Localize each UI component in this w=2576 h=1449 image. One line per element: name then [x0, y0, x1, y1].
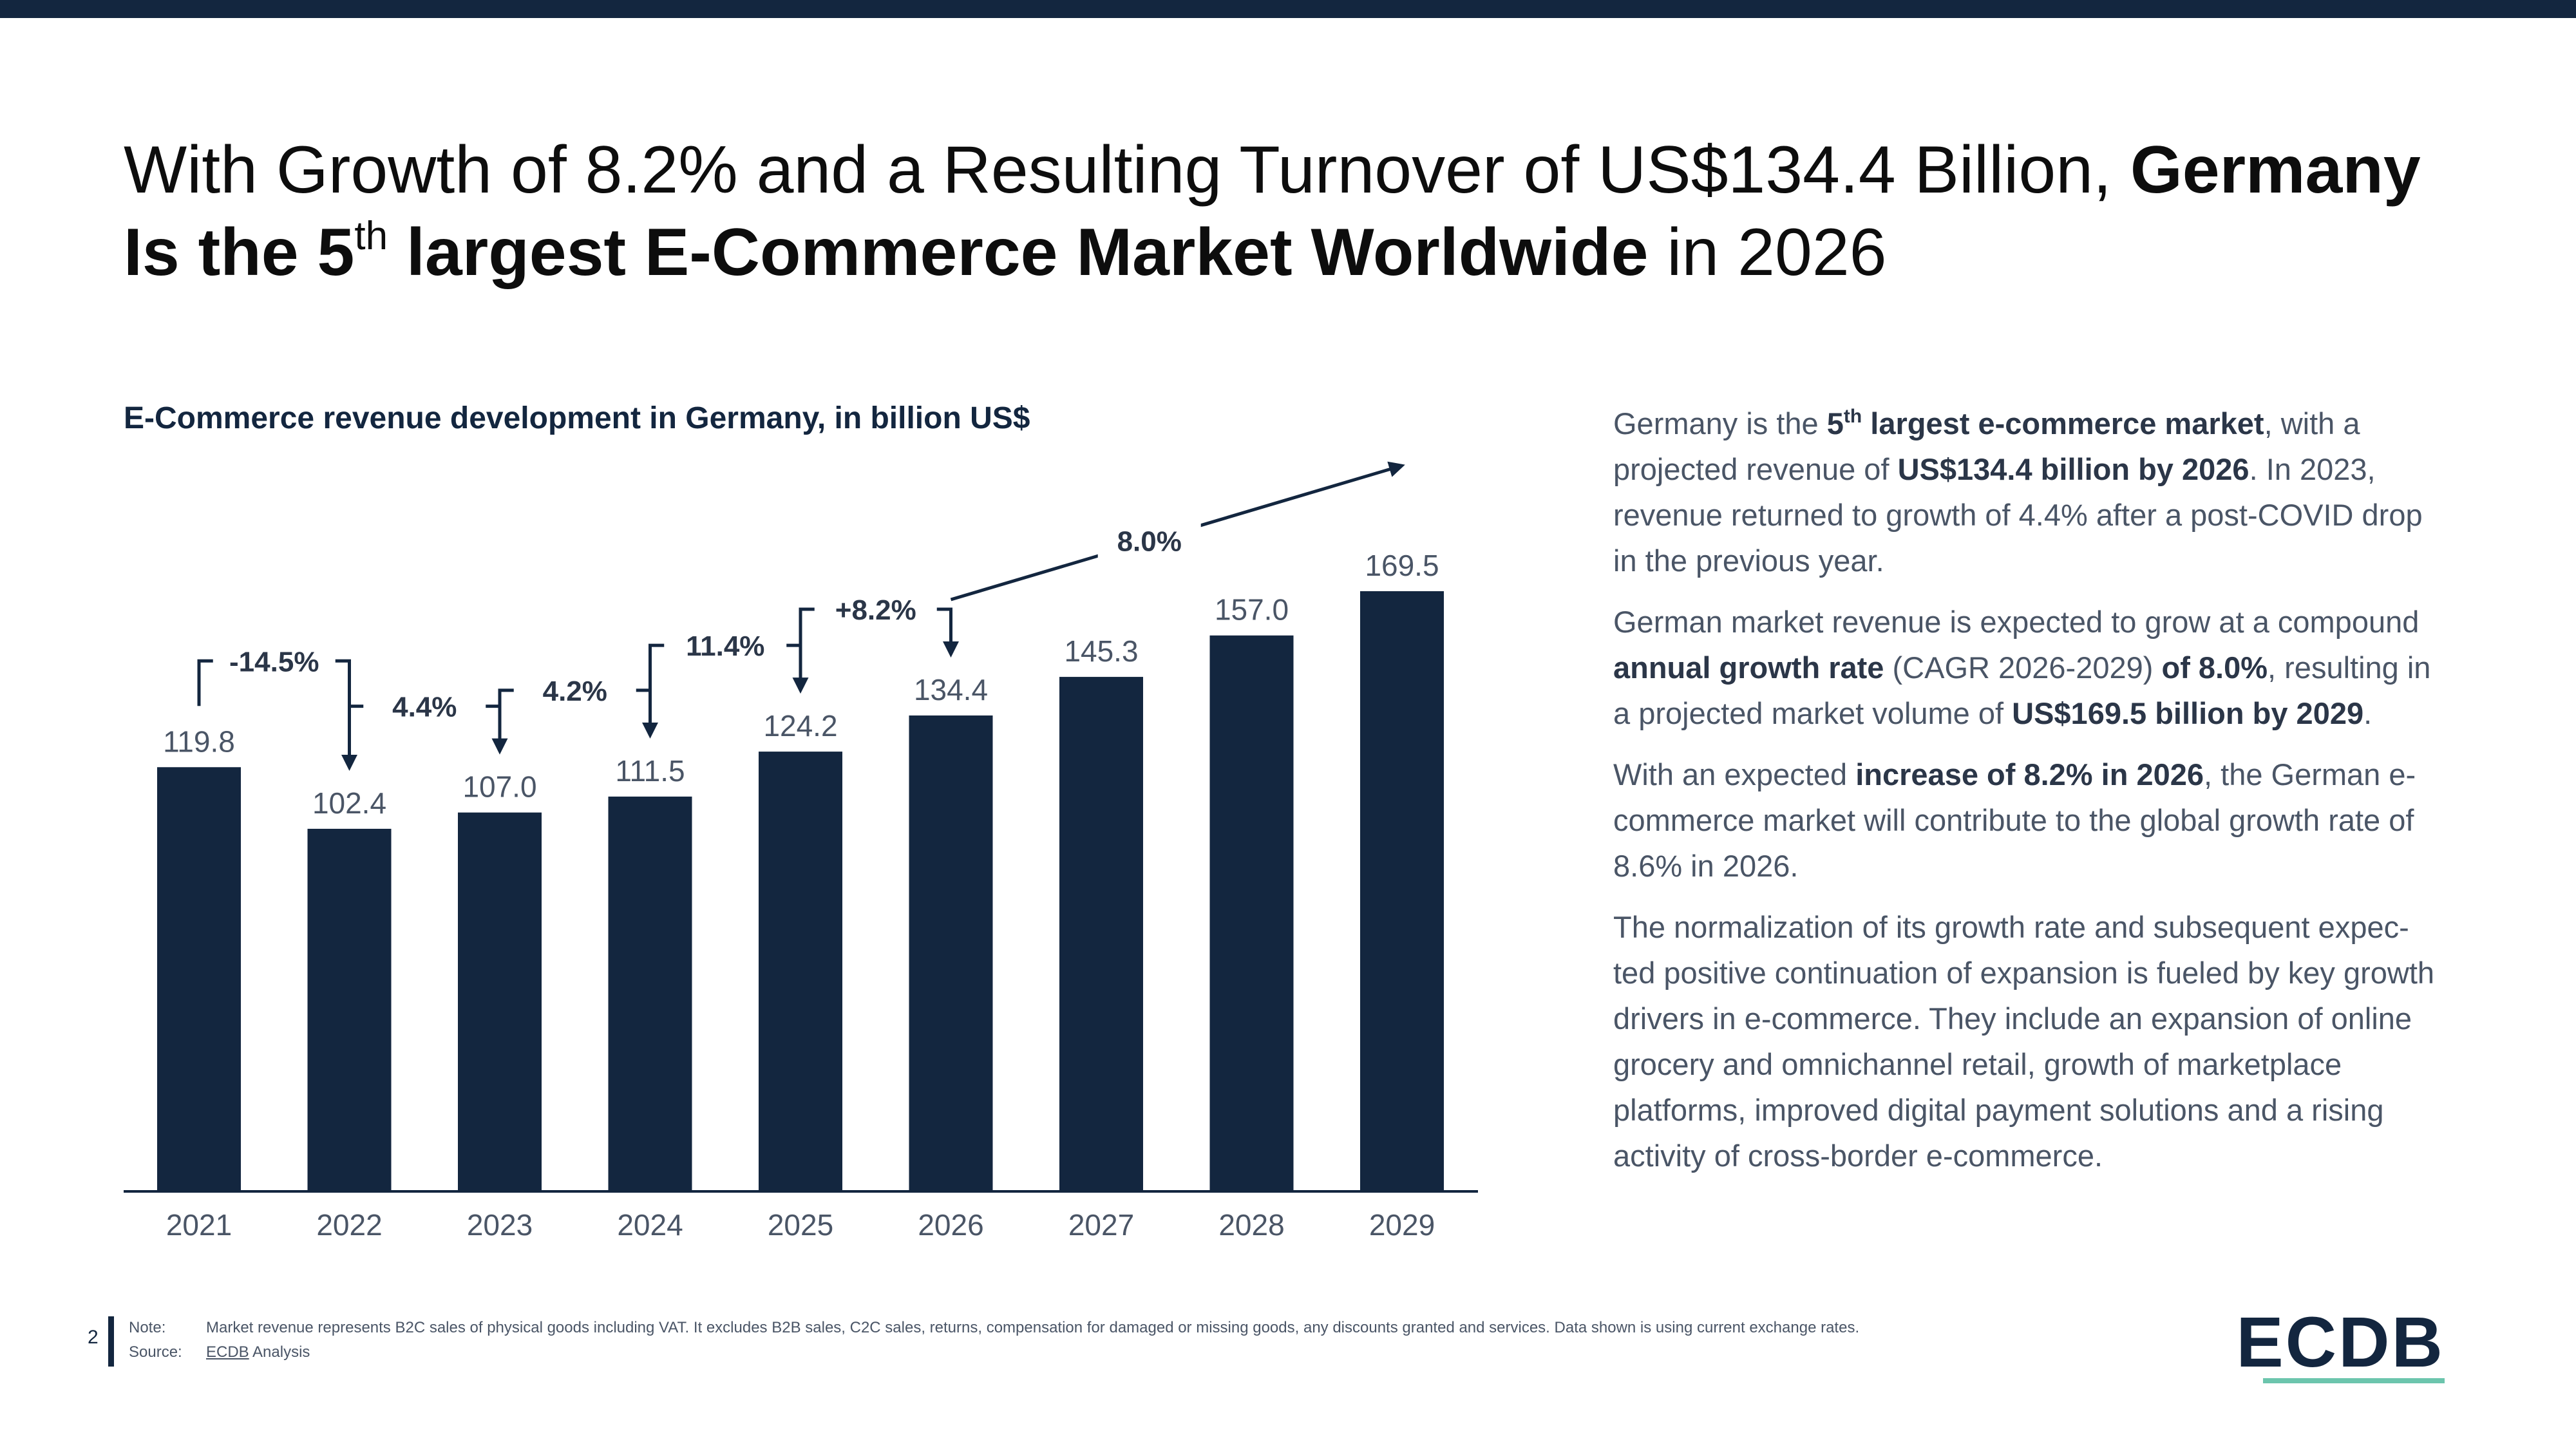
note-row: Note: Market revenue represents B2C sales…: [129, 1319, 1859, 1337]
commentary-run: .: [2363, 696, 2372, 730]
page-title: With Growth of 8.2% and a Resulting Turn…: [124, 129, 2481, 294]
bar-2026: [909, 715, 993, 1191]
commentary-paragraph-3: With an expected increase of 8.2% in 202…: [1613, 752, 2450, 889]
cagr-label: 8.0%: [1117, 526, 1182, 557]
chart-title: E-Commerce revenue development in German…: [124, 401, 1030, 435]
note-label: Note:: [129, 1319, 166, 1336]
commentary-run: annual growth rate: [1613, 650, 1884, 685]
top-accent-bar: [0, 0, 2576, 18]
growth-label-bg-2024: [513, 669, 636, 711]
x-tick-2023: 2023: [467, 1208, 533, 1242]
commentary-paragraph-1: Germany is the 5th largest e-commerce ma…: [1613, 401, 2450, 583]
value-label-2023: 107.0: [462, 770, 536, 804]
commentary-run: of 8.0%: [2161, 650, 2268, 685]
source-link[interactable]: ECDB: [206, 1343, 249, 1361]
bar-2022: [307, 828, 392, 1191]
commentary-run: US$134.4 billion by 2026: [1897, 452, 2249, 486]
growth-label-2023: 4.4%: [392, 692, 457, 723]
value-label-2025: 124.2: [763, 709, 837, 743]
commentary-run: (CAGR 2026-2029): [1884, 650, 2162, 685]
commentary-run: , with a projected revenue of: [1613, 406, 2360, 486]
commentary-run: The normalization of its growth rate and…: [1613, 910, 2435, 1173]
note-text: Market revenue represents B2C sales of p…: [206, 1319, 1860, 1336]
x-tick-2027: 2027: [1068, 1208, 1134, 1242]
bar-2029: [1360, 591, 1444, 1191]
logo-underline: [2263, 1378, 2445, 1383]
x-tick-2021: 2021: [166, 1208, 232, 1242]
value-label-2028: 157.0: [1215, 593, 1289, 627]
value-label-2027: 145.3: [1064, 634, 1138, 668]
source-text: Analysis: [249, 1343, 310, 1361]
value-label-2022: 102.4: [312, 786, 386, 820]
title-superscript: th: [354, 213, 388, 258]
value-label-2029: 169.5: [1365, 549, 1439, 582]
bar-2027: [1059, 677, 1143, 1191]
growth-label-bg-2025: [664, 625, 787, 667]
growth-label-bg-2023: [363, 685, 486, 727]
commentary-paragraph-2: German market revenue is expected to gro…: [1613, 599, 2450, 736]
growth-label-2022: -14.5%: [229, 646, 319, 677]
commentary-run: th: [1843, 406, 1862, 427]
value-label-2021: 119.8: [163, 724, 235, 758]
commentary-paragraph-4: The normalization of its growth rate and…: [1613, 904, 2450, 1179]
value-label-2024: 111.5: [615, 754, 685, 788]
bar-2028: [1209, 635, 1294, 1191]
ecdb-logo: ECDB: [2236, 1303, 2445, 1382]
title-bold-2: largest E-Commerce Market Worldwide: [388, 214, 1649, 290]
value-label-2026: 134.4: [914, 673, 988, 706]
commentary-run: Germany is the: [1613, 406, 1827, 440]
footer: 2 Note: Market revenue represents B2C sal…: [0, 1314, 2576, 1391]
title-part-1: With Growth of 8.2% and a Resulting Turn…: [124, 132, 2130, 207]
commentary-run: largest e-commerce market: [1862, 406, 2264, 440]
x-tick-2024: 2024: [617, 1208, 683, 1242]
title-part-2: in 2026: [1648, 214, 1887, 290]
source-label: Source:: [129, 1343, 182, 1361]
source-row: Source: ECDB Analysis: [129, 1343, 310, 1361]
commentary-run: , resulting in a projected market volume…: [1613, 650, 2431, 730]
commentary-run: 5: [1826, 406, 1844, 440]
growth-label-bg-2022: [213, 640, 336, 682]
commentary-run: US$169.5 billion by 2029: [2012, 696, 2364, 730]
bar-2025: [759, 752, 842, 1191]
x-tick-2028: 2028: [1218, 1208, 1284, 1242]
x-tick-2026: 2026: [918, 1208, 983, 1242]
bar-2024: [608, 796, 692, 1191]
growth-label-2024: 4.2%: [543, 676, 607, 707]
footer-divider: [108, 1316, 114, 1367]
commentary-run: With an expected: [1613, 757, 1856, 791]
bar-2021: [157, 767, 241, 1191]
commentary-run: . In 2023, revenue returned to growth of…: [1613, 452, 2423, 578]
x-tick-2025: 2025: [768, 1208, 833, 1242]
commentary-run: German market revenue is expected to gro…: [1613, 605, 2420, 639]
revenue-bar-chart: 119.8 2021 102.4 2022 107.0 2023 111.5 2024 124.…: [124, 461, 1478, 1242]
title-bold-1: Germany Is the 5: [124, 132, 2421, 290]
commentary-run: increase of 8.2% in 2026: [1855, 757, 2204, 791]
commentary-run: , the German e-commerce market will cont…: [1613, 757, 2416, 883]
growth-label-bg-2026: [814, 588, 937, 630]
x-tick-2029: 2029: [1369, 1208, 1435, 1242]
page-number: 2: [88, 1327, 99, 1348]
commentary-panel: Germany is the 5th largest e-commerce ma…: [1613, 401, 2450, 1194]
growth-label-2026: +8.2%: [835, 594, 916, 626]
bar-2023: [458, 812, 542, 1191]
growth-label-2025: 11.4%: [686, 630, 764, 662]
cagr-label-bg: [1097, 517, 1201, 564]
x-tick-2022: 2022: [316, 1208, 382, 1242]
